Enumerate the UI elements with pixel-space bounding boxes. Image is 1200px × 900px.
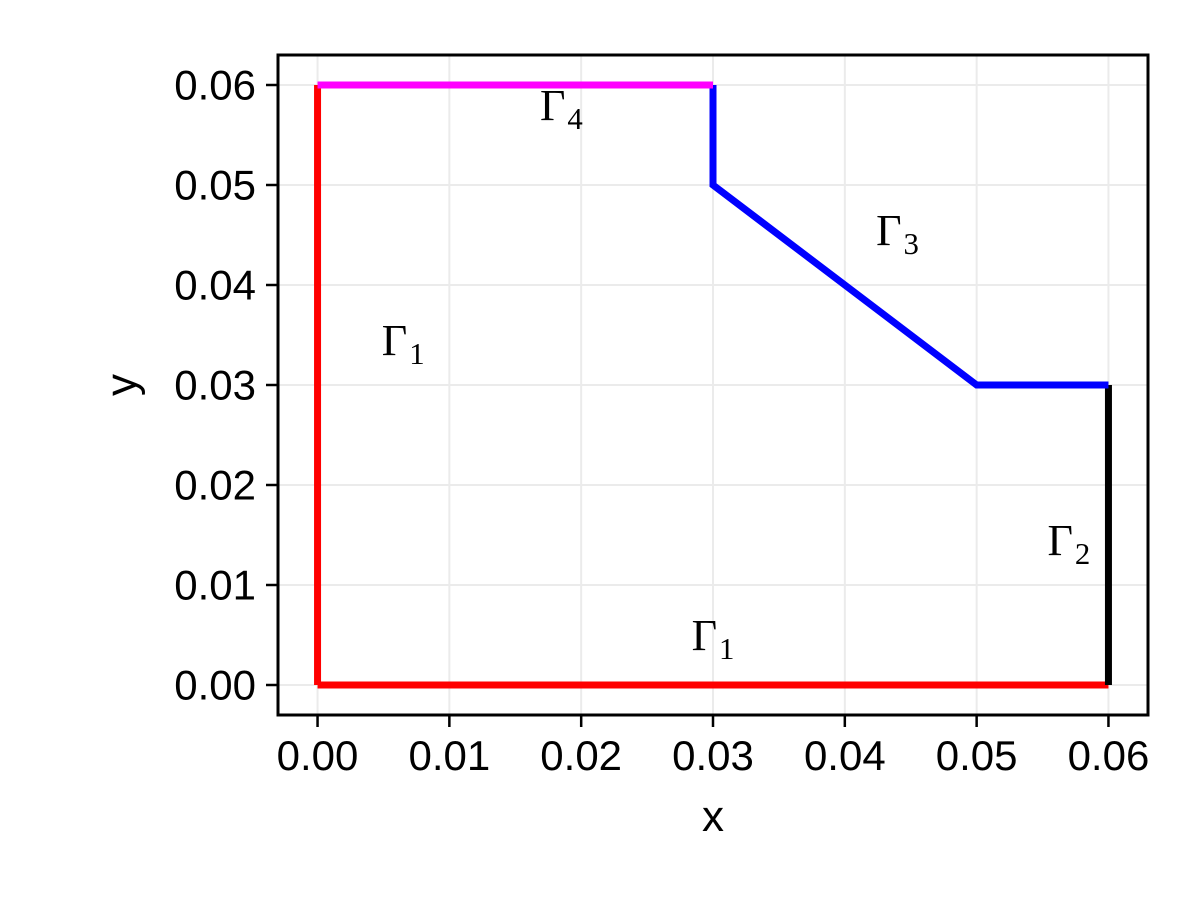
x-tick-label: 0.02 (540, 732, 622, 779)
x-tick-label: 0.03 (672, 732, 754, 779)
x-tick-label: 0.00 (277, 732, 359, 779)
y-tick-label: 0.06 (174, 62, 256, 109)
x-tick-label: 0.06 (1068, 732, 1150, 779)
y-tick-label: 0.02 (174, 462, 256, 509)
y-tick-label: 0.03 (174, 362, 256, 409)
y-tick-label: 0.04 (174, 262, 256, 309)
x-tick-label: 0.01 (408, 732, 490, 779)
x-tick-label: 0.04 (804, 732, 886, 779)
boundary-diagram: 0.00 0.01 0.02 0.03 0.04 0.05 0.06 0.00 0.01 0.02… (0, 0, 1200, 900)
chart-wrapper: 0.00 0.01 0.02 0.03 0.04 0.05 0.06 0.00 0.01 0.02… (0, 0, 1200, 900)
x-tick-label: 0.05 (936, 732, 1018, 779)
y-tick-label: 0.01 (174, 562, 256, 609)
y-tick-label: 0.05 (174, 162, 256, 209)
y-axis-title: y (97, 374, 146, 396)
x-axis-title: x (702, 792, 724, 841)
y-tick-label: 0.00 (174, 662, 256, 709)
